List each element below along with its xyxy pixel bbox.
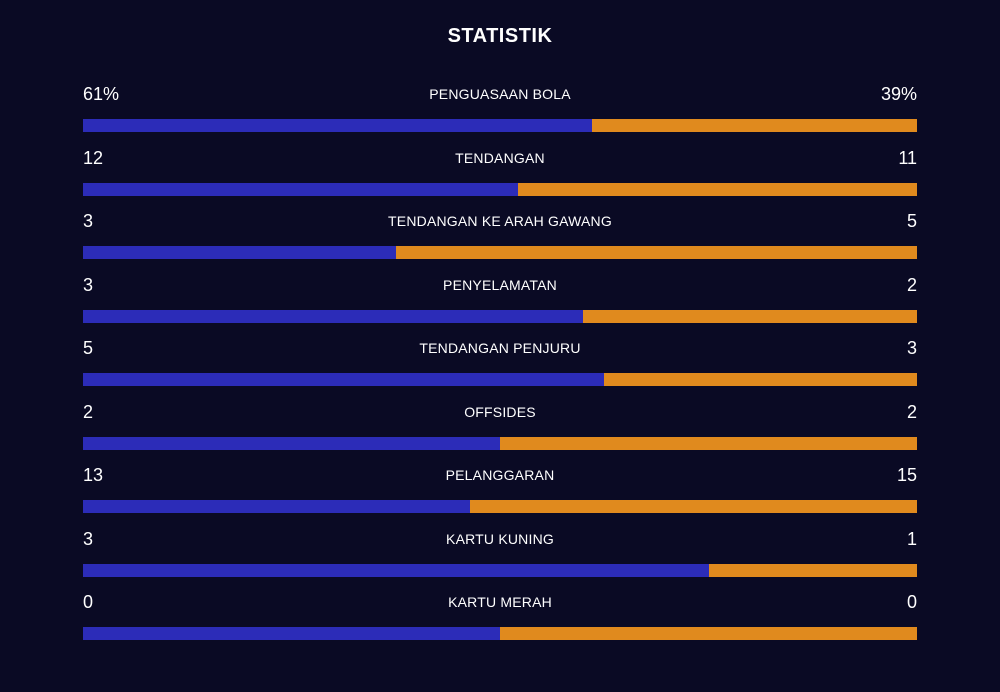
home-value: 3	[83, 274, 94, 295]
stat-label: PENGUASAAN BOLA	[429, 86, 571, 102]
home-value: 13	[83, 465, 104, 485]
home-value: 2	[83, 401, 94, 422]
stat-bar-home	[83, 563, 709, 577]
stats-list: 61% PENGUASAAN BOLA 39% 12 TENDANGAN 11 3 TENDA…	[83, 80, 917, 652]
stat-bar-home	[83, 119, 592, 132]
stat-label: OFFSIDES	[464, 403, 536, 420]
stat-header: 3 PENYELAMATAN 2	[83, 271, 917, 299]
stat-label: KARTU KUNING	[446, 530, 554, 547]
stat-row: 61% PENGUASAAN BOLA 39%	[83, 80, 917, 144]
stat-header: 3 KARTU KUNING 1	[83, 525, 917, 553]
away-value: 5	[906, 211, 917, 231]
away-value: 2	[906, 274, 917, 295]
stat-label: TENDANGAN	[455, 149, 545, 166]
home-value: 5	[83, 338, 94, 358]
stat-bar-home	[83, 182, 519, 196]
away-value: 1	[906, 528, 917, 549]
stat-header: 3 TENDANGAN KE ARAH GAWANG 5	[83, 207, 917, 235]
stat-bar-away	[83, 436, 917, 450]
stat-row: 5 TENDANGAN PENJURU 3	[83, 334, 917, 398]
stat-header: 0 KARTU MERAH 0	[83, 588, 917, 616]
stat-header: 12 TENDANGAN 11	[83, 144, 917, 172]
away-value: 0	[906, 592, 917, 612]
stat-bar-home	[83, 373, 605, 386]
stat-row: 12 TENDANGAN 11	[83, 144, 917, 208]
stat-label: PELANGGARAN	[445, 467, 555, 483]
stat-bar-away	[83, 373, 917, 386]
stat-label: KARTU MERAH	[448, 594, 552, 610]
stat-row: 2 OFFSIDES 2	[83, 398, 917, 462]
stat-bar-home	[83, 500, 471, 513]
stat-row: 0 KARTU MERAH 0	[83, 588, 917, 652]
stat-header: 2 OFFSIDES 2	[83, 398, 917, 426]
stat-bar-away	[83, 627, 917, 640]
stat-bar-home	[83, 246, 396, 259]
stat-header: 13 PELANGGARAN 15	[83, 461, 917, 489]
stat-bar-home	[83, 627, 500, 640]
away-value: 15	[896, 465, 917, 485]
stat-label: TENDANGAN KE ARAH GAWANG	[388, 213, 612, 229]
stat-bar-away	[83, 563, 917, 577]
stat-label: TENDANGAN PENJURU	[419, 340, 581, 356]
away-value: 3	[906, 338, 917, 358]
away-value: 2	[906, 401, 917, 422]
stat-bar-home	[83, 436, 500, 450]
stat-row: 3 PENYELAMATAN 2	[83, 271, 917, 335]
stat-bar-home	[83, 309, 584, 323]
home-value: 3	[83, 528, 94, 549]
home-value: 61%	[83, 84, 120, 104]
home-value: 12	[83, 147, 104, 168]
stat-bar-away	[83, 500, 917, 513]
chart-title: STATISTIK	[447, 25, 553, 47]
stat-bar-away	[83, 309, 917, 323]
stat-label: PENYELAMATAN	[443, 276, 557, 293]
stat-row: 3 KARTU KUNING 1	[83, 525, 917, 589]
stat-bar-away	[83, 246, 917, 259]
away-value: 11	[898, 147, 917, 168]
stat-header: 61% PENGUASAAN BOLA 39%	[83, 80, 917, 108]
home-value: 0	[83, 592, 94, 612]
stat-bar-away	[83, 182, 917, 196]
stat-row: 13 PELANGGARAN 15	[83, 461, 917, 525]
stat-row: 3 TENDANGAN KE ARAH GAWANG 5	[83, 207, 917, 271]
stat-header: 5 TENDANGAN PENJURU 3	[83, 334, 917, 362]
stat-bar-away	[83, 119, 917, 132]
away-value: 39%	[880, 84, 917, 104]
home-value: 3	[83, 211, 94, 231]
